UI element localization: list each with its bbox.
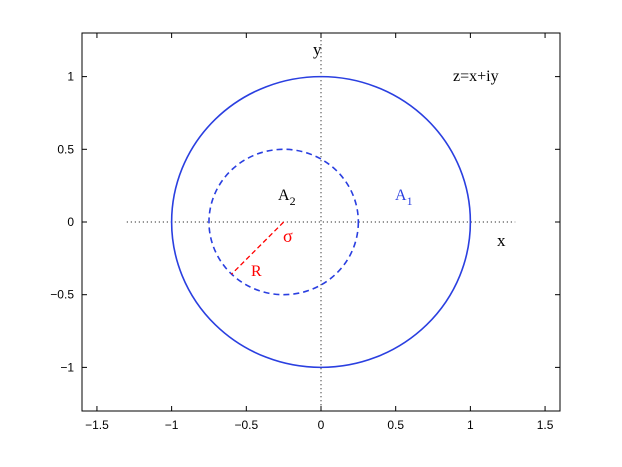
x-axis-label: x <box>497 231 506 250</box>
center-sigma-label: σ <box>283 226 293 246</box>
x-tick-label: −1.5 <box>85 418 109 432</box>
y-tick-label: −1 <box>60 360 74 374</box>
y-tick-label: 1 <box>67 70 74 84</box>
x-tick-label: −0.5 <box>234 418 258 432</box>
x-tick-label: 1 <box>467 418 474 432</box>
y-tick-label: 0 <box>67 215 74 229</box>
tick-marks <box>82 33 560 411</box>
x-tick-label: 1.5 <box>537 418 554 432</box>
region-a1-base: A <box>395 187 407 204</box>
inner-circle <box>208 148 360 296</box>
radius-segment <box>230 221 285 275</box>
unit-circle <box>170 75 472 369</box>
dotted-axes <box>126 40 516 411</box>
radius-label: R <box>251 263 262 280</box>
x-tick-label: 0 <box>318 418 325 432</box>
region-a2-sub: 2 <box>290 194 296 208</box>
shapes <box>170 75 472 369</box>
x-tick-label: −1 <box>165 418 179 432</box>
region-a2-label: A2 <box>278 187 296 208</box>
region-a1-label: A1 <box>395 187 413 208</box>
y-tick-label: 0.5 <box>57 142 74 156</box>
region-a2-base: A <box>278 187 290 204</box>
y-tick-label: −0.5 <box>50 288 74 302</box>
y-axis-label: y <box>313 40 322 59</box>
equation-label: z=x+iy <box>453 68 499 85</box>
plot-box <box>81 32 561 412</box>
x-tick-label: 0.5 <box>387 418 404 432</box>
tick-labels: −1.5 −1 −0.5 0 0.5 1 1.5 1 0.5 0 −0.5 −1 <box>50 70 553 432</box>
region-a1-sub: 1 <box>407 194 413 208</box>
